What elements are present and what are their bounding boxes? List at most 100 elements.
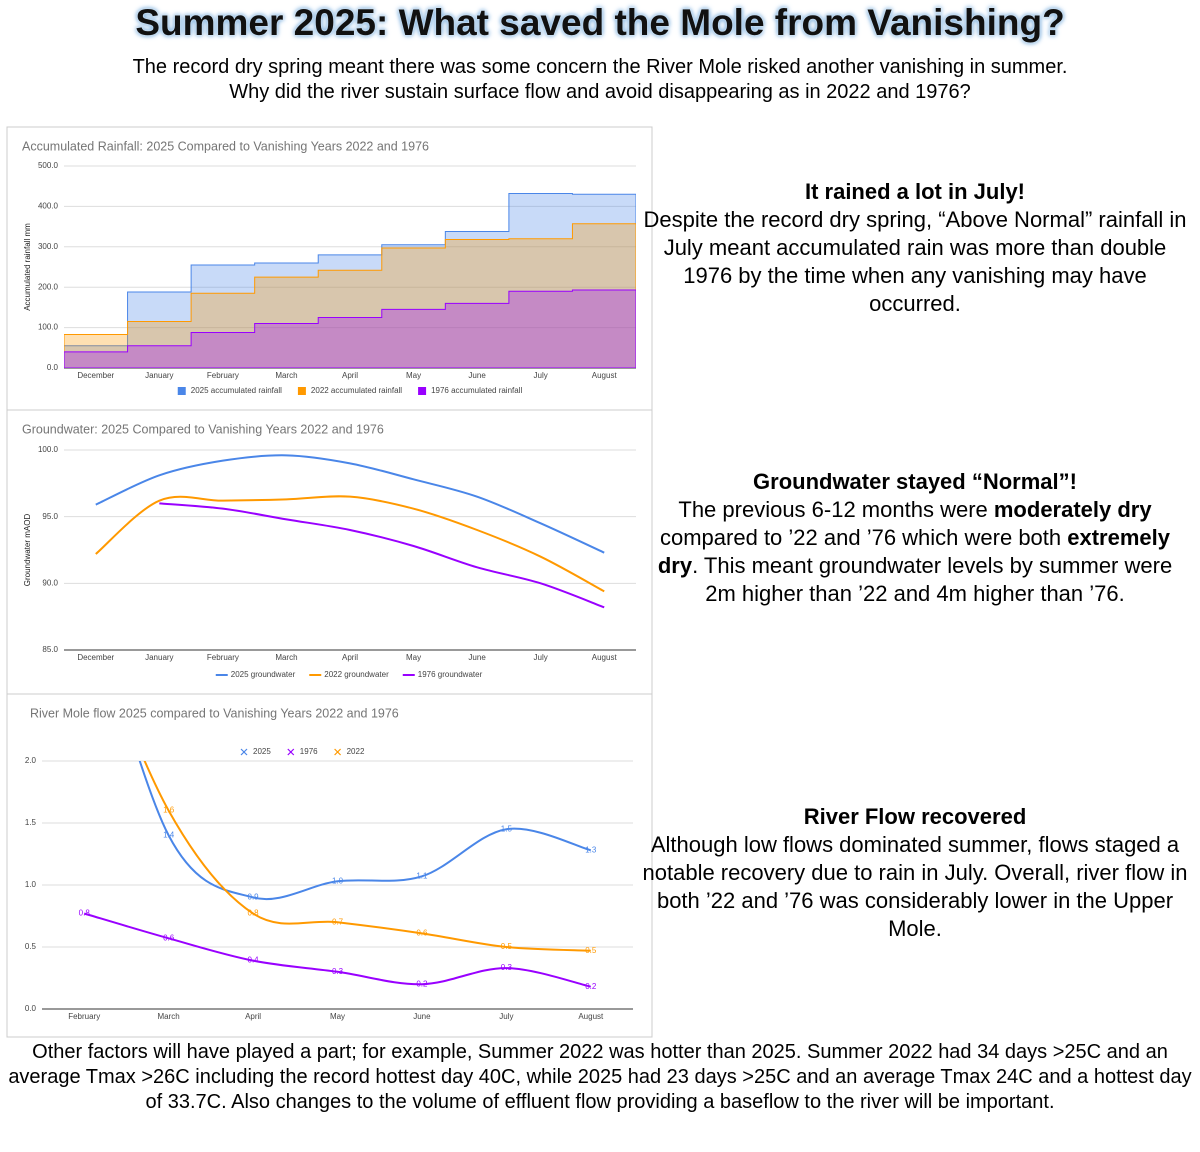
note-body: Despite the record dry spring, “Above No… (640, 206, 1190, 318)
y-tick-label: 95.0 (42, 512, 58, 521)
data-label: 0.8 (79, 909, 91, 918)
legend: 2025 accumulated rainfall 2022 accumulate… (177, 386, 522, 395)
chart-title: Groundwater: 2025 Compared to Vanishing … (22, 422, 384, 436)
y-tick-label: 300.0 (38, 242, 59, 251)
legend-item: 2025 groundwater (215, 670, 296, 679)
y-tick-label: 0.0 (25, 1004, 37, 1013)
y-tick-label: 500.0 (38, 161, 59, 170)
note: It rained a lot in July! Despite the reco… (640, 178, 1190, 318)
subtitle: The record dry spring meant there was so… (0, 55, 1200, 105)
x-tick-label: June (468, 371, 486, 380)
legend-item: 1976 groundwater (402, 670, 483, 679)
legend-marker (334, 748, 342, 756)
data-label: 0.9 (248, 893, 260, 902)
legend-label: 2025 accumulated rainfall (191, 386, 282, 395)
line (138, 761, 592, 900)
chart-title: Accumulated Rainfall: 2025 Compared to V… (22, 139, 429, 153)
note-body: Although low flows dominated summer, flo… (640, 831, 1190, 943)
note-text: The previous 6-12 months were (678, 497, 994, 522)
x-tick-label: February (207, 371, 239, 380)
area (64, 289, 636, 368)
y-tick-label: 100.0 (38, 445, 59, 454)
data-label: 1.3 (585, 845, 597, 854)
x-tick-label: May (406, 371, 421, 380)
y-tick-label: 200.0 (38, 282, 59, 291)
legend-item: 1976 (287, 747, 318, 756)
line (95, 454, 605, 554)
y-tick-label: 90.0 (42, 578, 58, 587)
legend-item: 2022 groundwater (309, 670, 389, 679)
legend-swatch (297, 387, 306, 395)
plot (64, 192, 636, 368)
x-tick-label: March (158, 1012, 180, 1021)
data-label: 1.6 (163, 806, 175, 815)
data-label: 0.3 (332, 967, 344, 976)
x-tick-label: December (77, 371, 114, 380)
note-heading: It rained a lot in July! (804, 179, 1026, 204)
x-tick-label: June (413, 1012, 431, 1021)
legend-swatch (418, 387, 427, 395)
x-tick-label: August (578, 1012, 604, 1021)
line (83, 912, 592, 988)
y-tick-label: 400.0 (38, 202, 59, 211)
area (64, 223, 636, 368)
y-tick-label: 1.0 (25, 880, 37, 889)
legend-item: 2025 accumulated rainfall (177, 386, 282, 395)
data-label: 0.6 (163, 933, 175, 942)
x-tick-label: March (275, 653, 297, 662)
note-text: compared to ’22 and ’76 which were both (660, 525, 1068, 550)
line (159, 502, 605, 609)
legend: 2025 groundwater 2022 groundwater 1976 gro… (215, 670, 483, 679)
y-tick-label: 85.0 (42, 645, 58, 654)
note-text: Despite the record dry spring, “Above No… (643, 207, 1187, 316)
x-tick-label: August (592, 653, 618, 662)
data-label: 0.5 (501, 942, 513, 951)
legend-label: 2022 groundwater (324, 670, 389, 679)
legend: 2025 1976 2022 (240, 747, 365, 756)
x-tick-label: January (145, 371, 173, 380)
legend-marker (240, 748, 248, 756)
legend-item: 2022 accumulated rainfall (297, 386, 402, 395)
data-label: 1.5 (501, 824, 513, 833)
y-axis-title: Groundwater mAOD (23, 514, 32, 587)
note-heading: River Flow recovered (803, 804, 1027, 829)
data-label: 0.8 (248, 909, 260, 918)
legend-label: 1976 (300, 747, 318, 756)
x-tick-label: May (406, 653, 421, 662)
x-tick-label: December (77, 653, 114, 662)
footer: Other factors will have played a part; f… (8, 1041, 1192, 1113)
line (143, 761, 591, 952)
note-text: moderately dry (993, 497, 1152, 522)
x-tick-label: February (207, 653, 239, 662)
x-tick-label: April (342, 653, 358, 662)
data-label: 1.0 (332, 876, 344, 885)
note-text: . This meant groundwater levels by summe… (692, 553, 1173, 606)
data-label: 0.6 (416, 928, 428, 937)
note-text: extremely dry (657, 525, 1170, 578)
legend-label: 2025 (253, 747, 271, 756)
note: River Flow recovered Although low flows d… (640, 803, 1190, 943)
x-tick-label: May (330, 1012, 345, 1021)
data-label: 0.2 (585, 982, 597, 991)
legend-label: 1976 groundwater (418, 670, 483, 679)
data-label: 1.1 (416, 871, 428, 880)
plot (95, 454, 605, 609)
x-tick-label: July (499, 1012, 513, 1021)
data-label: 0.5 (585, 946, 597, 955)
data-label: 1.4 (163, 831, 175, 840)
note-text: Although low flows dominated summer, flo… (642, 832, 1188, 941)
data-label: 0.2 (416, 979, 428, 988)
legend-label: 2022 accumulated rainfall (311, 386, 402, 395)
y-tick-label: 2.0 (25, 756, 37, 765)
x-tick-label: April (342, 371, 358, 380)
legend-item: 2022 (334, 747, 365, 756)
data-label: 0.4 (248, 956, 260, 965)
y-tick-label: 100.0 (38, 323, 59, 332)
chart-panel (6, 693, 653, 1038)
note-body: The previous 6-12 months were moderately… (640, 496, 1190, 608)
legend-label: 2022 (347, 747, 365, 756)
legend-item: 2025 (240, 747, 271, 756)
legend-marker (287, 748, 295, 756)
